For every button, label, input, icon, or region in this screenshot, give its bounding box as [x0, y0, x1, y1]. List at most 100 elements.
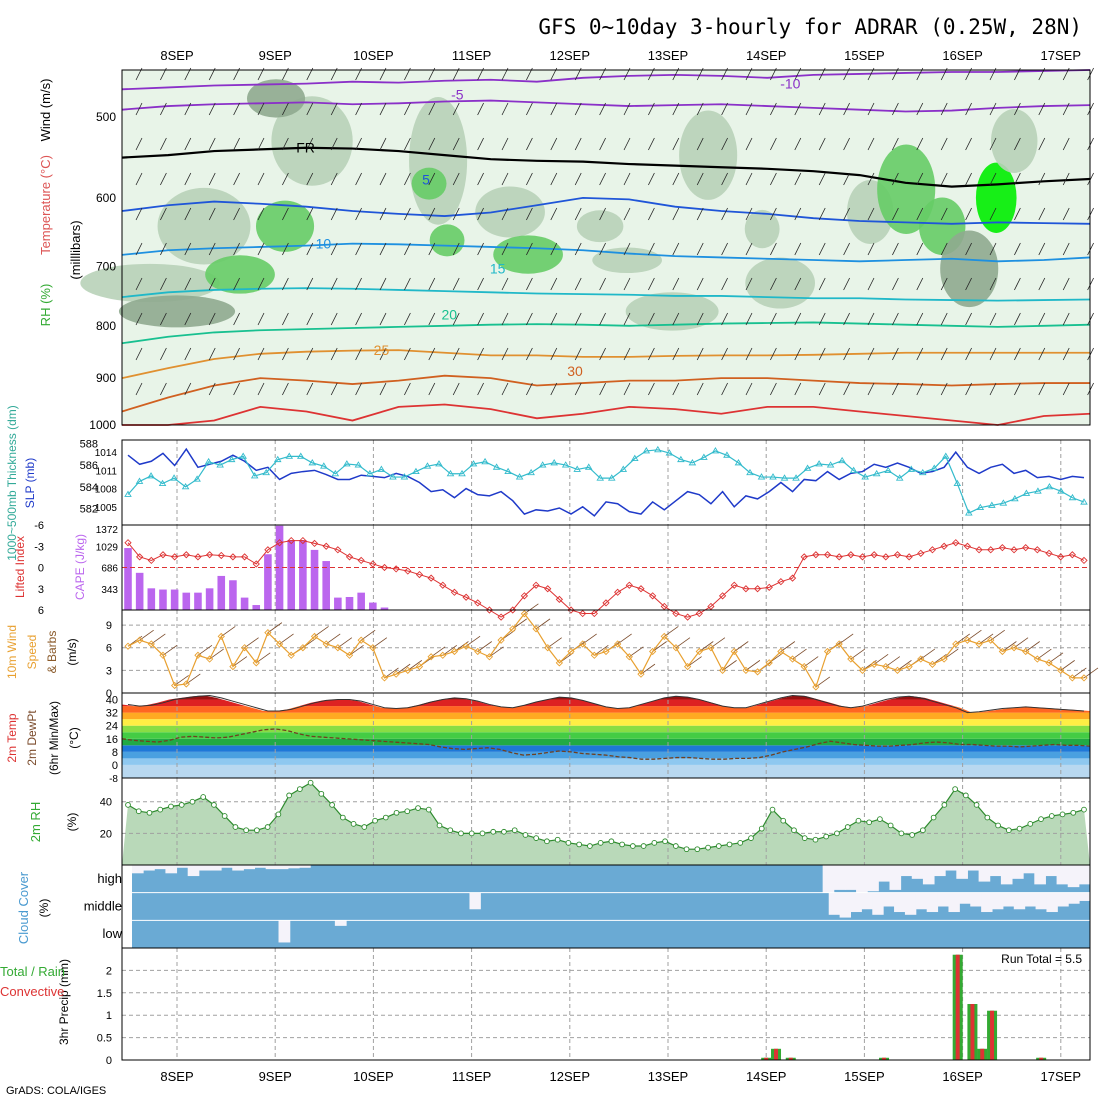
rh-marker: [597, 840, 604, 846]
lifted-index-marker: [777, 578, 785, 586]
lifted-index-marker: [614, 588, 622, 596]
rh-marker: [522, 832, 529, 838]
wind-barb: [465, 635, 481, 647]
wind-speed-marker: [485, 653, 494, 661]
wind-barb: [233, 207, 240, 221]
wind-barb: [940, 102, 948, 116]
wind-barb: [1048, 652, 1064, 664]
wind-barb: [696, 102, 704, 116]
ylabel-unit: (milllibars): [68, 220, 83, 279]
wind-barb: [232, 656, 248, 667]
wind-barb: [1014, 347, 1021, 361]
wind-tick-label: 3: [106, 665, 112, 677]
rh-marker: [479, 830, 486, 837]
wind-speed-marker: [380, 674, 389, 682]
lifted-index-marker: [952, 539, 960, 547]
lifted-index-marker: [1068, 551, 1076, 559]
precip-tick-label: 1.5: [97, 988, 112, 1000]
wind-barb: [404, 172, 411, 186]
rh-tick-label: 40: [100, 797, 112, 809]
lifted-index-line: [127, 540, 1085, 618]
lifted-index-marker: [450, 588, 459, 596]
cloud-clear-cell: [1078, 865, 1091, 885]
wind-barb: [330, 207, 338, 221]
thickness-axis-label: 1000~500mb Thickness (dm): [5, 405, 19, 561]
wind-barb: [208, 102, 216, 116]
rh-marker: [135, 808, 142, 815]
wind-barb: [452, 312, 460, 326]
wind-barb: [379, 242, 387, 256]
wind-barb: [916, 242, 924, 256]
cloud-clear-cell: [1000, 865, 1013, 885]
wind-barb: [233, 172, 240, 186]
wind-barb: [135, 137, 143, 151]
cape-bar: [357, 592, 365, 610]
wind-barb: [208, 172, 216, 186]
wind-barb: [623, 312, 631, 326]
precip-conv-bar: [990, 1010, 995, 1060]
lifted-index-marker: [753, 585, 762, 593]
wind-barb: [477, 347, 484, 361]
thickness-marker: [458, 469, 466, 477]
wind-barb: [477, 277, 484, 291]
wind-barb: [792, 648, 807, 660]
lifted-index-marker: [334, 546, 342, 554]
temp-band: [122, 719, 1090, 726]
lifted-index-marker: [788, 574, 797, 582]
cloud-clear-cell: [1045, 865, 1058, 877]
wind-speed-marker: [602, 647, 610, 656]
wind-barb: [721, 382, 728, 396]
lifted-index-marker: [905, 553, 913, 561]
rh-marker: [329, 802, 335, 808]
wind-speed-marker: [940, 655, 948, 663]
wind-barb: [967, 629, 982, 641]
wind-barb: [1083, 667, 1099, 679]
rh-marker: [909, 832, 915, 838]
rh-region: [205, 255, 275, 294]
rh-marker: [372, 817, 378, 824]
wind-barb: [208, 277, 216, 291]
wind-speed-marker: [1045, 659, 1053, 667]
lifted-index-marker: [1010, 546, 1018, 554]
lifted-index-marker: [893, 551, 902, 559]
wind-barb: [1038, 312, 1046, 326]
cape-bar: [159, 589, 167, 610]
wind-speed-marker: [264, 628, 272, 637]
cape-bar: [345, 596, 354, 610]
wind-axis-label: & Barbs: [45, 631, 59, 674]
date-label-bottom: 14SEP: [746, 1069, 786, 1084]
wind-barb: [208, 207, 216, 221]
lifted-index-marker: [1033, 546, 1042, 554]
lifted-index-marker: [998, 544, 1007, 552]
thickness-marker: [538, 461, 547, 468]
thickness-marker: [734, 459, 743, 466]
dewpoint-line: [121, 728, 1091, 760]
wind-barb: [379, 277, 387, 291]
lifted-index-marker: [987, 546, 995, 554]
rh-2m-panel: 20 40 2m RH (%): [28, 777, 1091, 866]
cloud-clear-cell: [278, 920, 291, 943]
thickness-marker: [204, 457, 213, 465]
wind-barb: [721, 102, 728, 116]
li-tick-label: 6: [38, 605, 44, 617]
wind-speed-marker: [788, 655, 797, 663]
wind-speed-marker: [1033, 655, 1042, 663]
wind-barb: [989, 382, 997, 396]
wind-speed-marker: [648, 647, 657, 656]
wind-speed-marker: [928, 660, 937, 668]
lifted-index-marker: [497, 613, 505, 621]
wind-barb: [672, 137, 680, 151]
wind-barb: [623, 277, 631, 291]
wind-barb: [282, 382, 289, 396]
wind-barb: [550, 102, 558, 116]
wind-speed-marker: [544, 644, 552, 652]
wind-barb: [721, 347, 728, 361]
wind-barb: [672, 277, 680, 291]
wind-barb: [672, 242, 680, 256]
rh-marker: [619, 841, 625, 848]
wind-barb: [160, 347, 167, 361]
pressure-tick-label: 700: [96, 259, 116, 273]
wind-barb: [256, 652, 271, 664]
lifted-index-marker: [579, 609, 587, 618]
wind-barb: [965, 242, 972, 256]
